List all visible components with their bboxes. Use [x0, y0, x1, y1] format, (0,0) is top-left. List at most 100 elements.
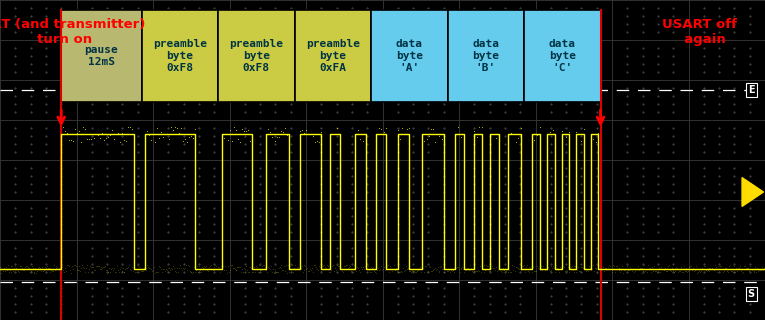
Point: [241, 268, 253, 273]
Point: [256, 267, 268, 272]
Point: [399, 268, 411, 273]
Point: [13, 269, 25, 275]
Point: [108, 137, 120, 142]
Point: [256, 264, 269, 269]
Point: [112, 267, 124, 272]
Point: [663, 263, 675, 268]
Point: [347, 267, 359, 272]
Point: [354, 136, 366, 141]
Point: [219, 263, 231, 268]
Point: [545, 267, 558, 272]
Point: [653, 269, 666, 275]
Point: [528, 268, 540, 274]
Point: [416, 135, 428, 140]
Point: [491, 269, 503, 274]
Point: [436, 266, 448, 271]
Point: [214, 269, 226, 275]
Point: [43, 266, 55, 271]
Point: [367, 265, 379, 270]
Point: [467, 269, 479, 275]
Point: [495, 268, 507, 273]
Point: [269, 139, 281, 144]
Point: [692, 269, 704, 275]
Point: [511, 264, 523, 269]
Point: [710, 264, 722, 269]
Point: [615, 268, 627, 273]
Point: [377, 266, 389, 271]
Point: [402, 265, 414, 270]
Point: [324, 135, 337, 140]
Point: [375, 263, 387, 268]
Point: [173, 130, 185, 135]
Point: [389, 266, 401, 271]
Point: [709, 263, 721, 268]
Point: [379, 267, 391, 272]
Point: [262, 264, 274, 269]
Point: [114, 139, 126, 144]
Point: [105, 267, 117, 272]
Bar: [524, 10, 601, 102]
Point: [124, 266, 136, 271]
Point: [690, 263, 702, 268]
Point: [355, 265, 367, 270]
Point: [647, 268, 659, 274]
Point: [362, 263, 374, 268]
Point: [35, 268, 47, 274]
Point: [724, 262, 736, 268]
Point: [204, 262, 216, 268]
Point: [399, 131, 411, 136]
Point: [5, 269, 17, 274]
Point: [556, 266, 568, 271]
Point: [29, 265, 41, 270]
Point: [405, 270, 417, 275]
Point: [470, 269, 482, 274]
Point: [482, 264, 494, 269]
Point: [71, 130, 83, 135]
Point: [301, 265, 314, 270]
Point: [520, 263, 532, 268]
Point: [408, 269, 420, 274]
Point: [334, 136, 346, 141]
Point: [348, 263, 360, 268]
Point: [556, 128, 568, 133]
Point: [161, 265, 174, 270]
Point: [484, 269, 496, 274]
Point: [69, 126, 81, 131]
Point: [59, 265, 71, 270]
Point: [288, 263, 301, 268]
Point: [541, 268, 553, 273]
Point: [502, 139, 514, 144]
Point: [740, 266, 752, 271]
Point: [513, 267, 525, 272]
Point: [69, 263, 81, 268]
Point: [418, 269, 430, 275]
Point: [200, 268, 213, 273]
Point: [77, 124, 90, 130]
Point: [119, 266, 132, 271]
Point: [603, 263, 615, 268]
Point: [425, 268, 438, 274]
Point: [151, 270, 163, 275]
Point: [632, 263, 644, 268]
Point: [97, 138, 109, 143]
Point: [226, 266, 239, 271]
Point: [51, 264, 63, 269]
Point: [529, 269, 542, 274]
Point: [645, 269, 657, 275]
Point: [86, 265, 98, 270]
Bar: [218, 10, 295, 102]
Point: [490, 264, 502, 269]
Point: [21, 264, 34, 269]
Point: [135, 269, 147, 274]
Point: [181, 139, 194, 144]
Point: [380, 126, 392, 131]
Point: [421, 270, 433, 275]
Point: [61, 130, 73, 135]
Point: [252, 269, 265, 275]
Point: [109, 132, 122, 137]
Point: [412, 267, 425, 272]
Point: [570, 269, 582, 274]
Point: [84, 263, 96, 268]
Point: [155, 129, 168, 134]
Point: [159, 132, 171, 137]
